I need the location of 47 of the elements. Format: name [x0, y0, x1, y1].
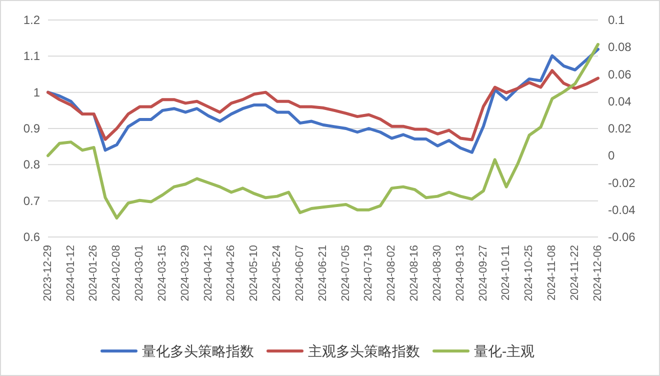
- line-series: [46, 42, 600, 220]
- x-tick-label: 2024-09-13: [454, 245, 466, 302]
- x-tick-label: 2024-10-25: [523, 245, 536, 302]
- y-tick-label: 0.8: [23, 158, 40, 172]
- x-tick-label: 2024-01-26: [88, 245, 100, 302]
- x-tick-label: 2024-08-16: [408, 245, 421, 302]
- y2-tick-label: 0.08: [608, 40, 632, 54]
- x-tick-label: 2024-01-12: [64, 245, 77, 302]
- x-tick-label: 2024-02-08: [110, 245, 123, 302]
- x-tick-label: 2024-07-05: [340, 245, 352, 302]
- x-tick-label: 2024-11-22: [568, 245, 581, 300]
- y-tick-label: 1.1: [23, 49, 40, 64]
- y2-tick-label: 0.04: [608, 94, 632, 108]
- x-tick-label: 2024-08-02: [386, 245, 398, 302]
- x-tick-label: 2024-07-19: [362, 245, 375, 302]
- y2-tick-label: 0.02: [608, 122, 632, 136]
- x-tick-label: 2024-06-07: [294, 245, 306, 302]
- x-tick-label: 2023-12-29: [42, 245, 54, 302]
- y2-tick-label: -0.04: [608, 202, 636, 217]
- y-tick-label: 0.9: [23, 122, 40, 136]
- x-tick-label: 2024-03-29: [179, 245, 192, 302]
- y2-tick-label: 0.1: [608, 13, 626, 27]
- y2-tick-label: 0.06: [608, 67, 632, 82]
- x-tick-label: 2024-03-15: [156, 245, 168, 302]
- x-tick-label: 2024-12-06: [592, 245, 604, 302]
- y2-tick-label: 0: [608, 148, 615, 163]
- x-tick-label: 2024-05-10: [248, 245, 260, 302]
- x-tick-label: 2024-03-01: [134, 245, 146, 302]
- y-tick-label: 0.7: [23, 194, 40, 208]
- line-series: [46, 69, 600, 142]
- y-tick-label: 1: [33, 85, 40, 100]
- y-tick-label: 1.2: [23, 13, 40, 27]
- x-tick-label: 2024-04-12: [202, 245, 214, 302]
- legend-label: 主观多头策略指数: [308, 343, 420, 359]
- x-tick-label: 2024-10-11: [500, 245, 512, 300]
- x-tick-label: 2024-05-24: [271, 245, 284, 302]
- legend-label: 量化-主观: [474, 343, 535, 359]
- legend-label: 量化多头策略指数: [142, 343, 254, 359]
- line-series: [46, 48, 600, 154]
- x-tick-label: 2024-06-21: [316, 245, 329, 302]
- y2-tick-label: -0.02: [608, 176, 636, 190]
- x-tick-label: 2024-11-08: [546, 245, 558, 300]
- x-tick-label: 2024-04-26: [225, 245, 238, 302]
- x-tick-label: 2024-08-30: [431, 245, 444, 302]
- y-tick-label: 0.6: [23, 230, 40, 244]
- x-tick-label: 2024-09-27: [477, 245, 490, 302]
- y2-tick-label: -0.06: [608, 230, 636, 244]
